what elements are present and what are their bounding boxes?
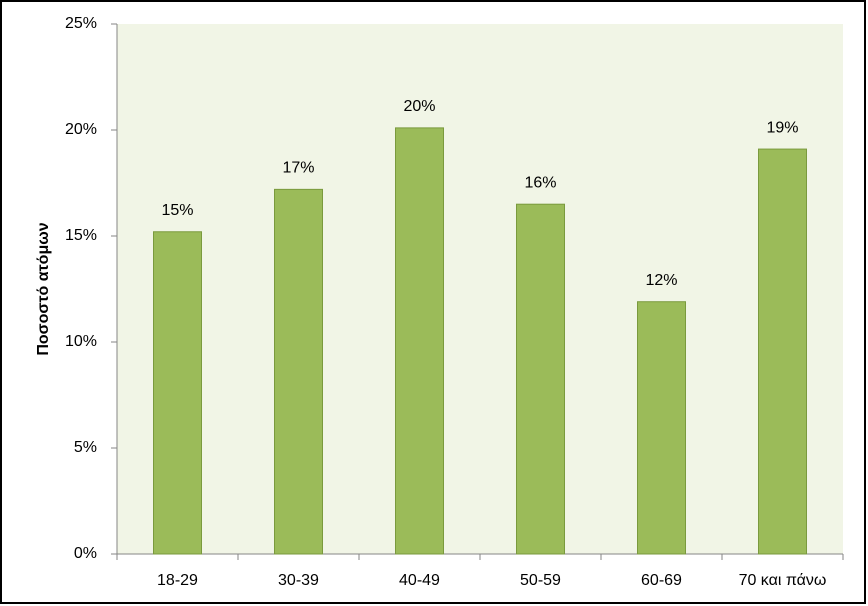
y-tick-label: 5% <box>74 439 97 456</box>
bar <box>758 148 807 555</box>
y-axis-label: Ποσοστό ατόμων <box>35 222 52 355</box>
bar <box>637 301 686 555</box>
value-label: 12% <box>645 272 677 289</box>
y-tick-label: 15% <box>65 227 97 244</box>
x-tick-label: 50-59 <box>520 572 561 589</box>
bar <box>516 203 565 555</box>
x-tick-label: 40-49 <box>399 572 440 589</box>
value-label: 19% <box>766 119 798 136</box>
y-tick-label: 10% <box>65 333 97 350</box>
bar <box>274 188 323 555</box>
y-tick-label: 25% <box>65 15 97 32</box>
x-tick-label: 30-39 <box>278 572 319 589</box>
value-label: 15% <box>161 202 193 219</box>
value-label: 16% <box>524 174 556 191</box>
value-label: 20% <box>403 98 435 115</box>
y-tick-label: 0% <box>74 545 97 562</box>
value-label: 17% <box>282 160 314 177</box>
plot-area <box>117 24 843 554</box>
x-tick-label: 18-29 <box>157 572 198 589</box>
bar <box>395 127 444 555</box>
x-tick-label: 60-69 <box>641 572 682 589</box>
y-tick-label: 20% <box>65 121 97 138</box>
x-tick-label: 70 και πάνω <box>739 572 827 589</box>
bar <box>153 231 202 555</box>
